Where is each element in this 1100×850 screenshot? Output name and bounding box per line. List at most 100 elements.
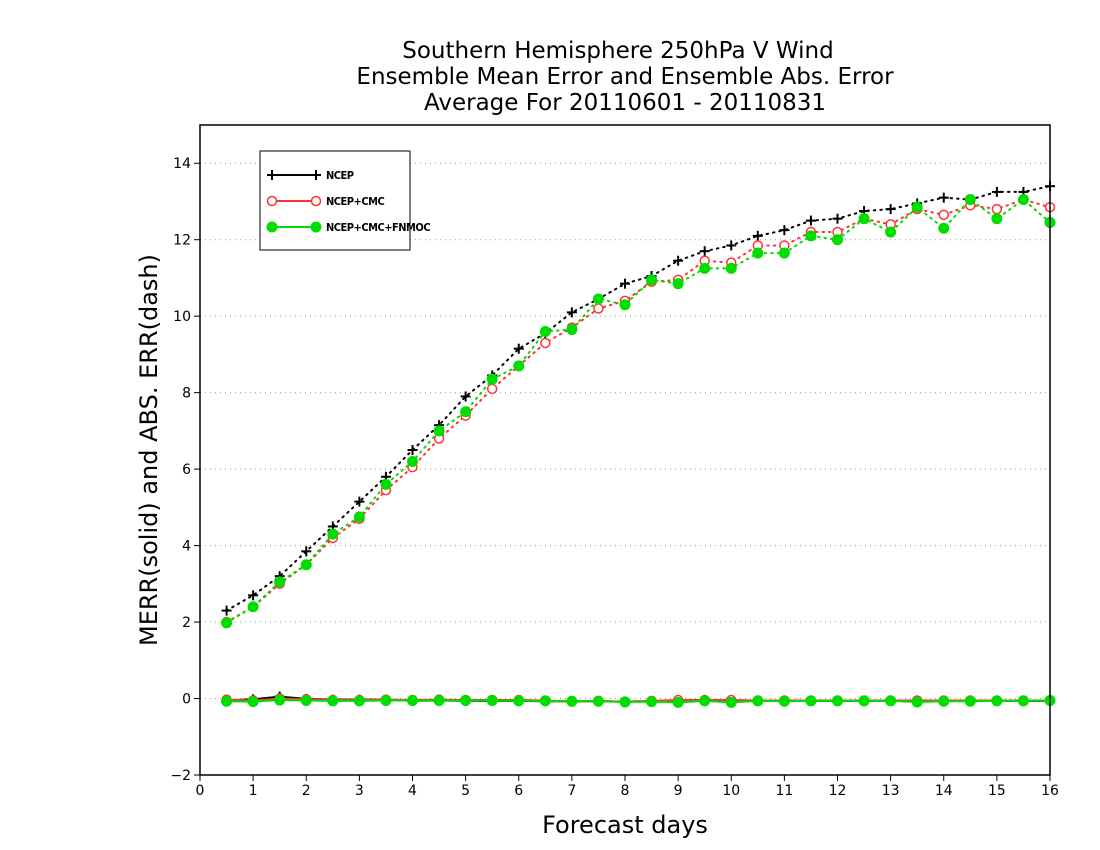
mean-error-point-ncep-cmc-fnmoc [778,695,790,707]
mean-error-point-ncep-cmc-fnmoc [274,694,286,706]
mean-error-point-ncep-cmc-fnmoc [380,694,392,706]
abs-error-point-ncep [752,230,763,241]
abs-error-point-ncep [354,496,365,507]
abs-error-point-ncep-cmc-fnmoc [380,478,392,490]
mean-error-point-ncep-cmc-fnmoc [619,696,631,708]
mean-error-lines [221,691,1056,708]
x-tick-label: 10 [722,783,740,799]
mean-error-point-ncep-cmc-fnmoc [805,695,817,707]
abs-error-point-ncep-cmc-fnmoc [911,201,923,213]
x-tick-label: 11 [775,783,793,799]
mean-error-point-ncep-cmc-fnmoc [991,695,1003,707]
x-tick-label: 2 [302,783,311,799]
abs-error-point-ncep [620,278,630,289]
mean-error-point-ncep-cmc-fnmoc [832,695,843,707]
x-axis-ticks: 0 1 2 3 4 5 6 7 8 9 10 11 12 13 14 15 16 [196,775,1059,799]
abs-error-point-ncep-cmc [486,383,498,395]
abs-error-point-ncep [885,204,896,215]
abs-error-point-ncep-cmc-fnmoc [221,617,233,629]
mean-error-point-ncep-cmc-fnmoc [858,695,870,707]
y-tick-label: 2 [182,615,191,631]
chart-title-line-3: Average For 20110601 - 20110831 [424,90,826,116]
legend-label: NCEP [326,169,354,182]
abs-error-point-ncep-cmc-fnmoc [486,373,498,385]
abs-error-point-ncep-cmc-fnmoc [619,299,631,311]
abs-error-point-ncep-cmc-fnmoc [646,274,658,286]
abs-error-point-ncep-cmc-fnmoc [274,576,286,588]
x-tick-label: 4 [408,783,417,799]
x-tick-label: 0 [196,783,205,799]
abs-error-point-ncep-cmc-fnmoc [752,247,764,259]
legend-item-ncep: NCEP [267,169,354,182]
y-axis-label: MERR(solid) and ABS. ERR(dash) [135,254,163,646]
mean-error-point-ncep-cmc-fnmoc [938,695,950,707]
abs-error-point-ncep-cmc-fnmoc [513,360,525,372]
x-tick-label: 12 [829,783,847,799]
abs-error-point-ncep-cmc [593,303,604,314]
mean-error-point-ncep-cmc-fnmoc [911,696,923,708]
mean-error-point-ncep-cmc-fnmoc [752,695,764,707]
y-tick-label: 8 [182,386,191,402]
x-tick-label: 8 [621,783,630,799]
legend-marker [310,195,322,207]
abs-error-point-ncep-cmc-fnmoc [460,406,472,418]
x-tick-label: 14 [935,783,953,799]
abs-error-point-ncep-cmc-fnmoc [672,278,684,290]
mean-error-point-ncep-cmc-fnmoc [433,694,445,706]
chart-title-line-2: Ensemble Mean Error and Ensemble Abs. Er… [356,64,894,90]
legend-marker [311,170,321,180]
abs-error-point-ncep-cmc-fnmoc [327,528,339,540]
mean-error-point-ncep-cmc-fnmoc [221,695,233,707]
abs-error-point-ncep-cmc-fnmoc [885,226,897,238]
mean-error-point-ncep-cmc-fnmoc [327,695,339,707]
legend-marker [310,221,322,233]
legend-marker [266,195,278,207]
abs-error-point-ncep [513,343,524,354]
x-axis-label: Forecast days [542,811,708,839]
y-axis-ticks: −2 0 2 4 6 8 10 12 14 [170,156,200,784]
mean-error-point-ncep-cmc-fnmoc [460,694,472,706]
abs-error-point-ncep-cmc-fnmoc [1017,194,1029,206]
legend: NCEP NCEP+CMC NCEP+CMC+FNMOC [259,150,431,251]
abs-error-point-ncep [991,186,1002,197]
abs-error-point-ncep-cmc-fnmoc [832,234,843,246]
abs-error-point-ncep [673,255,684,266]
abs-error-point-ncep-cmc-fnmoc [964,194,976,206]
abs-error-point-ncep-cmc-fnmoc [539,325,551,337]
abs-error-point-ncep-cmc-fnmoc [699,262,711,274]
legend-item-ncep-cmc: NCEP+CMC [266,195,385,208]
abs-error-point-ncep [248,590,259,601]
abs-error-point-ncep [726,240,737,251]
abs-error-point-ncep [699,246,710,257]
abs-error-point-ncep-cmc-fnmoc [778,247,790,259]
chart-title-line-1: Southern Hemisphere 250hPa V Wind [402,38,833,64]
mean-error-point-ncep-cmc-fnmoc [566,695,578,707]
mean-error-point-ncep-cmc-fnmoc [486,694,498,706]
abs-error-point-ncep-cmc-fnmoc [433,425,445,437]
abs-error-point-ncep-cmc-fnmoc [353,511,365,523]
mean-error-point-ncep-cmc-fnmoc [247,696,259,708]
mean-error-point-ncep-cmc-fnmoc [353,695,365,707]
legend-marker [266,221,278,233]
y-tick-label: 0 [182,692,191,708]
abs-error-point-ncep [407,445,418,455]
y-tick-label: 6 [182,462,191,478]
y-tick-label: 10 [173,309,191,325]
abs-error-point-ncep [938,192,949,203]
abs-error-point-ncep [301,546,312,557]
y-tick-label: 14 [173,156,191,172]
abs-error-point-ncep-cmc-fnmoc [991,213,1003,225]
mean-error-point-ncep-cmc-fnmoc [964,695,976,707]
x-tick-label: 3 [355,783,364,799]
abs-error-line-ncep-cmc [225,198,1051,624]
abs-error-point-ncep-cmc-fnmoc [938,222,950,234]
y-tick-label: 12 [173,233,191,249]
mean-error-point-ncep-cmc-fnmoc [300,694,312,706]
abs-error-point-ncep-cmc-fnmoc [725,262,737,274]
abs-error-point-ncep-cmc-fnmoc [300,559,312,571]
abs-error-point-ncep [460,391,471,402]
x-tick-label: 15 [988,783,1006,799]
abs-error-point-ncep-cmc-fnmoc [858,213,870,225]
abs-error-point-ncep-cmc [540,337,551,349]
